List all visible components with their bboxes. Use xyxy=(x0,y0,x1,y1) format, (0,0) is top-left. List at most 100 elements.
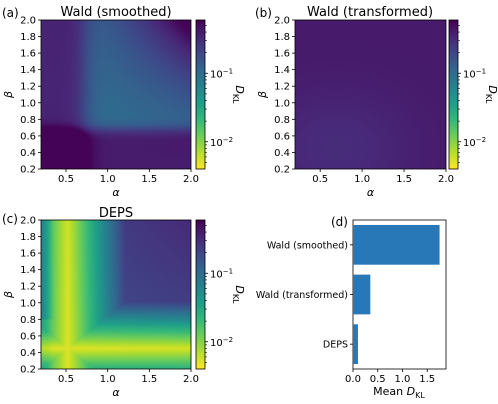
x-tick-label: 0.5 xyxy=(58,174,74,185)
bar-deps xyxy=(353,324,358,365)
y-tick-label: 0.6 xyxy=(274,131,290,142)
y-tick-label: 1.0 xyxy=(20,98,36,109)
x-tick-label: 0.5 xyxy=(58,374,74,385)
y-axis-label: β xyxy=(2,91,15,99)
colorbar-label: DKL xyxy=(231,85,246,104)
axes-a: 0.5 1.0 1.5 2.0 0.2 0.4 0.6 0.8 1.0 1.2 1.4 1.6 1.8 2… xyxy=(2,16,199,200)
panel-title-b: Wald (transformed) xyxy=(307,5,433,20)
bar-x-tick-label: 1.5 xyxy=(419,374,435,385)
colorbar-tick-exp: −2 xyxy=(223,336,233,344)
colorbar-frame xyxy=(195,219,206,370)
panel-d: (d) Wald (smoothed) Wald (transformed) DEP… xyxy=(256,215,447,400)
y-tick-label: 0.4 xyxy=(20,348,36,359)
colorbar-c: 10−1 10−2 DKL xyxy=(195,219,246,370)
bar-xlabel-main: Mean xyxy=(373,385,406,398)
panel-title-a: Wald (smoothed) xyxy=(60,5,171,20)
panel-title-c: DEPS xyxy=(99,206,133,221)
bar-axes: Wald (smoothed) Wald (transformed) DEPS 0.0… xyxy=(256,240,435,385)
y-tick-label: 1.8 xyxy=(274,32,290,43)
colorbar-label: DKL xyxy=(484,85,498,104)
x-tick-label: 1.0 xyxy=(100,374,116,385)
colorbar-tick-label: 10−2 xyxy=(463,136,486,149)
bar-xlabel-d: D xyxy=(407,385,415,398)
bar-category-label: DEPS xyxy=(323,340,348,351)
y-tick-label: 1.2 xyxy=(20,82,36,93)
x-axis-label: α xyxy=(367,186,375,199)
y-tick-label: 0.2 xyxy=(274,165,290,176)
x-axis-label: α xyxy=(112,386,120,399)
heatmap-image-a xyxy=(41,20,191,169)
colorbar-frame xyxy=(195,19,206,170)
y-tick-label: 1.2 xyxy=(20,282,36,293)
x-tick-label: 1.5 xyxy=(141,174,157,185)
y-tick-label: 0.6 xyxy=(20,331,36,342)
colorbar-a: 10−1 10−2 DKL xyxy=(195,19,246,170)
colorbar-label-sub: KL xyxy=(231,94,240,104)
x-tick-label: 1.0 xyxy=(100,174,116,185)
y-tick-label: 0.4 xyxy=(20,148,36,159)
x-axis-label: α xyxy=(112,186,120,199)
colorbar-label-sub: KL xyxy=(484,94,493,104)
y-tick-label: 0.4 xyxy=(274,148,290,159)
bar-x-tick-label: 0.5 xyxy=(370,374,386,385)
y-tick-label: 1.6 xyxy=(20,49,36,60)
heatmap-b xyxy=(294,19,447,170)
x-tick-label: 0.5 xyxy=(312,174,328,185)
bar-xlabel-sub: KL xyxy=(415,391,425,400)
axes-b: 0.5 1.0 1.5 2.0 0.2 0.4 0.6 0.8 1.0 1.2 1.4 1.6 1.8 2… xyxy=(256,16,454,200)
y-axis-label: β xyxy=(2,291,15,299)
colorbar-gradient xyxy=(449,20,458,169)
colorbar-label: DKL xyxy=(231,285,246,304)
x-tick-label: 2.0 xyxy=(183,374,199,385)
colorbar-label-main: D xyxy=(233,85,246,93)
colorbar-label-main: D xyxy=(233,285,246,293)
x-tick-label: 2.0 xyxy=(183,174,199,185)
bar-series xyxy=(353,224,440,365)
y-tick-label: 0.2 xyxy=(20,165,36,176)
colorbar-label-sub: KL xyxy=(231,294,240,304)
y-tick-label: 1.2 xyxy=(274,82,290,93)
panel-label-a: (a) xyxy=(2,6,19,20)
colorbar-tick-exp: −1 xyxy=(476,67,486,75)
y-tick-label: 1.8 xyxy=(20,232,36,243)
colorbar-tick-label: 10−1 xyxy=(210,67,233,80)
y-tick-label: 1.6 xyxy=(20,249,36,260)
bar-x-tick-label: 1.0 xyxy=(395,374,411,385)
y-tick-label: 2.0 xyxy=(274,16,290,27)
y-tick-label: 0.2 xyxy=(20,365,36,376)
colorbar-tick-label: 10−1 xyxy=(210,267,233,280)
panel-label-b: (b) xyxy=(255,6,272,20)
panel-c: (c) DEPS 0.5 1.0 1.5 2.0 0.2 0.4 0.6 0.8 1.0 1.2 1… xyxy=(2,206,246,399)
y-tick-label: 0.8 xyxy=(20,115,36,126)
y-tick-label: 1.6 xyxy=(274,49,290,60)
y-tick-label: 1.0 xyxy=(20,298,36,309)
colorbar-tick-exp: −2 xyxy=(476,136,486,144)
colorbar-tick-exp: −1 xyxy=(223,67,233,75)
y-tick-label: 0.8 xyxy=(274,115,290,126)
y-tick-label: 1.8 xyxy=(20,32,36,43)
y-tick-label: 1.4 xyxy=(20,65,36,76)
y-tick-label: 2.0 xyxy=(20,16,36,27)
y-tick-label: 0.6 xyxy=(20,131,36,142)
y-tick-label: 2.0 xyxy=(20,216,36,227)
y-tick-label: 1.0 xyxy=(274,98,290,109)
heatmap-image-b xyxy=(295,20,446,169)
colorbar-tick-label: 10−2 xyxy=(210,336,233,349)
x-tick-label: 1.0 xyxy=(354,174,370,185)
heatmap-a xyxy=(40,19,192,170)
axes-c: 0.5 1.0 1.5 2.0 0.2 0.4 0.6 0.8 1.0 1.2 1.4 1.6 1.8 2… xyxy=(2,216,199,400)
y-tick-label: 0.8 xyxy=(20,315,36,326)
x-tick-label: 1.5 xyxy=(141,374,157,385)
colorbar-b: 10−1 10−2 DKL xyxy=(448,19,498,170)
bar-wald-smoothed xyxy=(353,224,440,265)
colorbar-gradient xyxy=(196,220,205,369)
colorbar-tick-label: 10−1 xyxy=(463,67,486,80)
x-tick-label: 1.5 xyxy=(396,174,412,185)
y-tick-label: 1.4 xyxy=(20,265,36,276)
colorbar-tick-exp: −1 xyxy=(223,267,233,275)
y-axis-label: β xyxy=(256,91,269,99)
y-tick-label: 1.4 xyxy=(274,65,290,76)
panel-a: (a) Wald (smoothed) 0.5 1.0 1.5 2.00.20.40.… xyxy=(2,5,246,199)
bar-wald-transformed xyxy=(353,274,371,315)
